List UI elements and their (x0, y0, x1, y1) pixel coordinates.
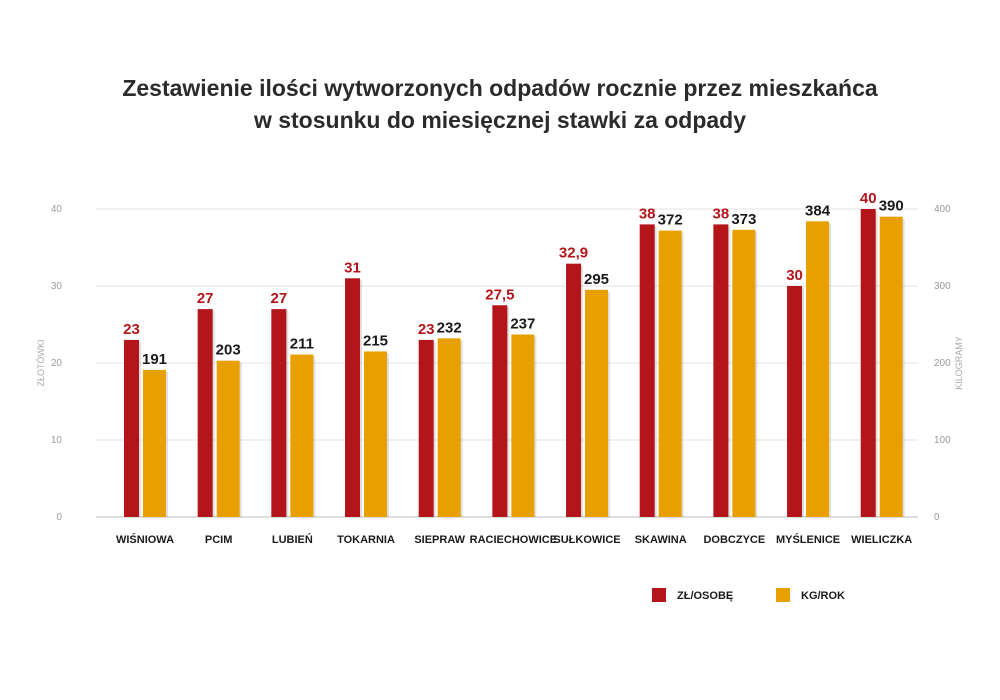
data-label-kg-rok: 232 (437, 319, 462, 336)
x-category-label: PCIM (205, 534, 233, 546)
x-category-label: RACIECHOWICE (470, 534, 557, 546)
x-category-label: WIŚNIOWA (116, 533, 174, 546)
legend-swatch-zl-osobe (652, 588, 666, 602)
x-category-label: SIEPRAW (414, 534, 465, 546)
data-label-zl-osobe: 27 (270, 290, 287, 307)
data-label-zl-osobe: 31 (344, 259, 361, 276)
bar-zl-osobe (124, 339, 139, 517)
data-label-kg-rok: 203 (216, 342, 241, 359)
data-label-kg-rok: 372 (658, 212, 683, 229)
bar-zl-osobe (197, 309, 213, 517)
bar-zl-osobe (566, 263, 582, 517)
y-tick-left: 40 (51, 204, 63, 215)
bar-zl-osobe (418, 339, 434, 517)
bar-kg-rok (806, 221, 830, 517)
legend: ZŁ/OSOBĘ KG/ROK (652, 588, 845, 602)
y-tick-left: 10 (51, 435, 63, 446)
y-tick-left: 0 (56, 512, 62, 523)
data-label-zl-osobe: 23 (418, 321, 435, 338)
y-tick-right: 300 (934, 281, 951, 292)
bar-kg-rok (437, 338, 461, 517)
chart-title-line-1: Zestawienie ilości wytworzonych odpadów … (122, 75, 878, 101)
bar-kg-rok (216, 360, 240, 517)
data-label-zl-osobe: 27,5 (485, 286, 514, 303)
x-category-label: SKAWINA (635, 534, 687, 546)
data-label-zl-osobe: 27 (197, 290, 214, 307)
y-tick-left: 20 (51, 358, 63, 369)
bar-kg-rok (732, 229, 756, 518)
data-label-kg-rok: 191 (142, 351, 167, 368)
chart-title-line-2: w stosunku do miesięcznej stawki za odpa… (253, 107, 747, 133)
data-label-kg-rok: 211 (290, 336, 314, 353)
data-label-zl-osobe: 30 (786, 267, 803, 284)
legend-label-kg-rok: KG/ROK (801, 590, 845, 602)
x-category-label: LUBIEŃ (272, 533, 313, 546)
data-label-kg-rok: 384 (805, 202, 831, 219)
bar-kg-rok (879, 216, 903, 517)
legend-swatch-kg-rok (776, 588, 790, 602)
legend-label-zl-osobe: ZŁ/OSOBĘ (677, 590, 733, 602)
bar-kg-rok (364, 351, 388, 517)
y-axis-title-left: ZŁOTÓWKI (36, 340, 46, 387)
bar-zl-osobe (787, 286, 803, 517)
y-tick-right: 100 (934, 435, 951, 446)
x-category-label: WIELICZKA (851, 534, 912, 546)
bar-zl-osobe (271, 309, 287, 517)
data-label-kg-rok: 237 (510, 316, 535, 333)
data-label-kg-rok: 373 (731, 211, 756, 228)
y-tick-right: 400 (934, 204, 951, 215)
data-label-kg-rok: 215 (363, 332, 388, 349)
x-category-label: SUŁKOWICE (553, 534, 620, 546)
bars (124, 209, 905, 518)
x-category-label: TOKARNIA (337, 534, 395, 546)
bar-zl-osobe (713, 224, 729, 517)
x-category-label: DOBCZYCE (703, 534, 765, 546)
bar-zl-osobe (639, 224, 655, 517)
data-label-zl-osobe: 40 (860, 190, 877, 207)
x-category-label: MYŚLENICE (776, 533, 840, 546)
data-label-zl-osobe: 23 (123, 321, 140, 338)
y-axis-title-right: KILOGRAMY (954, 336, 964, 390)
data-label-kg-rok: 390 (879, 198, 904, 215)
chart-title: Zestawienie ilości wytworzonych odpadów … (0, 72, 1000, 136)
bar-kg-rok (585, 289, 609, 517)
bar-zl-osobe (492, 305, 508, 517)
bar-kg-rok (290, 354, 314, 517)
y-tick-right: 200 (934, 358, 951, 369)
data-label-zl-osobe: 38 (713, 205, 730, 222)
data-label-kg-rok: 295 (584, 271, 609, 288)
data-label-zl-osobe: 32,9 (559, 245, 588, 262)
bar-kg-rok (143, 369, 166, 517)
y-tick-right: 0 (934, 512, 940, 523)
bar-kg-rok (658, 230, 682, 517)
bar-zl-osobe (860, 209, 876, 517)
bar-kg-rok (511, 334, 535, 517)
bar-zl-osobe (345, 278, 361, 517)
y-tick-left: 30 (51, 281, 63, 292)
data-label-zl-osobe: 38 (639, 205, 656, 222)
